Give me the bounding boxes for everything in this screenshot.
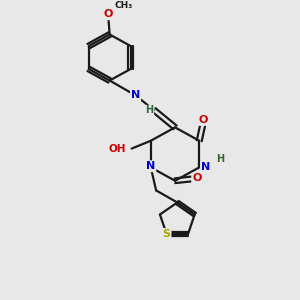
Text: O: O (192, 173, 202, 184)
Text: H: H (216, 154, 224, 164)
Text: H: H (146, 105, 154, 116)
Text: N: N (131, 90, 140, 100)
Text: CH₃: CH₃ (115, 1, 133, 10)
Text: S: S (163, 229, 171, 239)
Text: O: O (199, 115, 208, 125)
Text: OH: OH (109, 144, 126, 154)
Text: O: O (103, 9, 113, 19)
Text: N: N (146, 161, 155, 171)
Text: N: N (201, 162, 210, 172)
